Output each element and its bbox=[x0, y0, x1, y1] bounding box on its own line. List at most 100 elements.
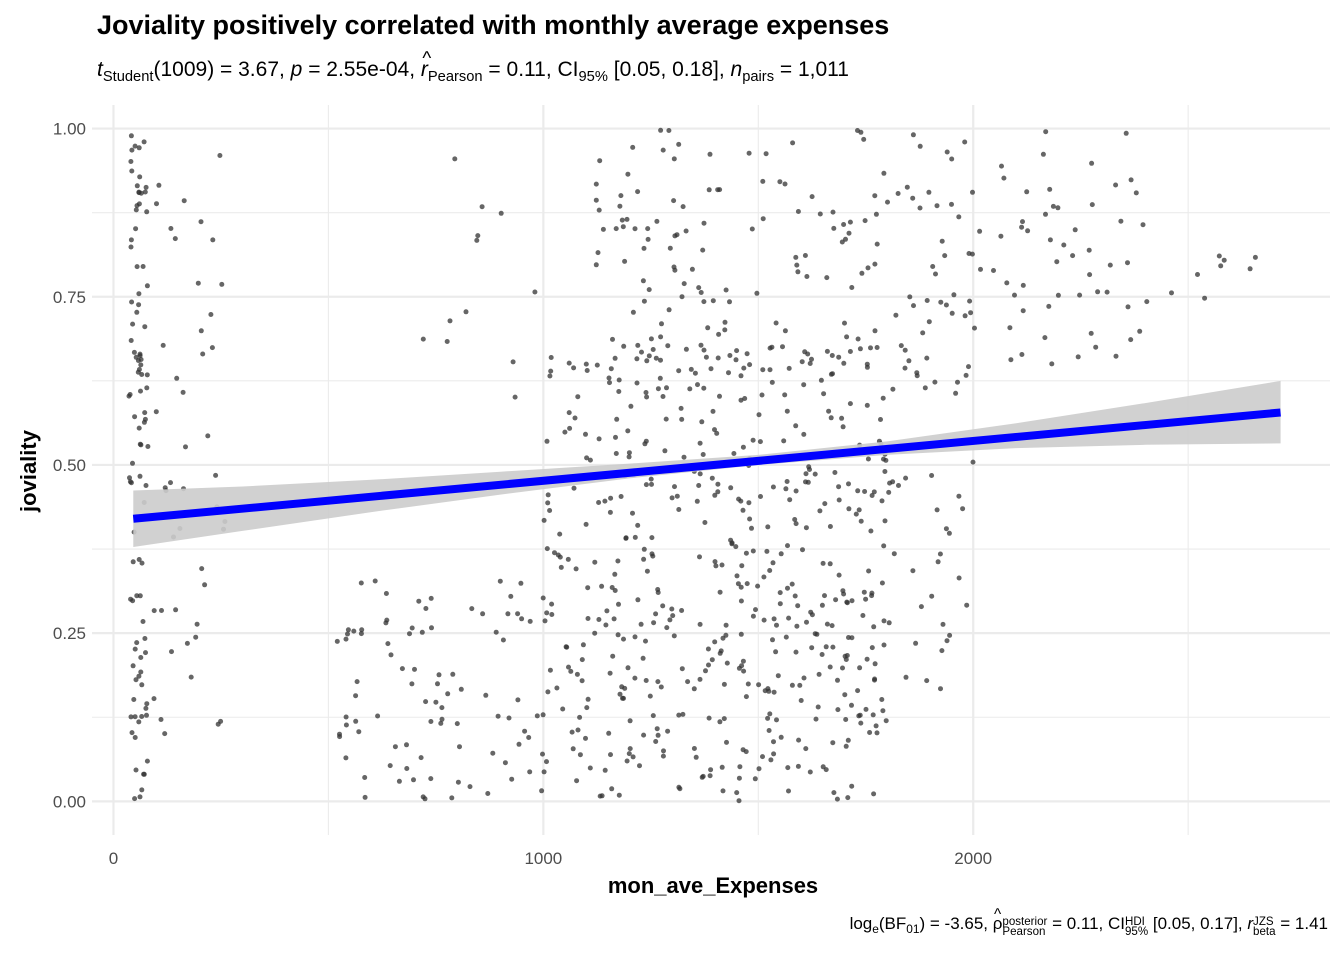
scatter-point bbox=[490, 750, 496, 756]
scatter-point bbox=[703, 668, 708, 674]
scatter-point bbox=[859, 270, 865, 276]
scatter-point bbox=[449, 795, 455, 801]
scatter-point bbox=[697, 471, 703, 477]
scatter-point bbox=[1025, 228, 1031, 234]
scatter-point bbox=[412, 666, 417, 672]
scatter-point bbox=[622, 685, 628, 691]
scatter-point bbox=[793, 254, 799, 260]
scatter-point bbox=[597, 158, 603, 164]
scatter-point bbox=[404, 742, 409, 748]
scatter-point bbox=[134, 640, 140, 646]
scatter-point bbox=[665, 343, 671, 349]
scatter-point bbox=[805, 351, 811, 357]
scatter-point bbox=[789, 581, 795, 587]
scatter-point bbox=[962, 139, 968, 145]
scatter-point bbox=[796, 737, 802, 743]
scatter-point bbox=[606, 375, 612, 381]
scatter-point bbox=[771, 739, 776, 745]
scatter-point bbox=[812, 631, 818, 637]
scatter-point bbox=[1012, 292, 1017, 298]
scatter-point bbox=[708, 767, 714, 773]
scatter-point bbox=[717, 187, 723, 193]
scatter-point bbox=[783, 486, 789, 492]
scatter-point bbox=[630, 510, 635, 516]
scatter-point bbox=[648, 476, 654, 482]
scatter-point bbox=[777, 601, 783, 607]
scatter-point bbox=[142, 636, 148, 641]
scatter-point bbox=[144, 712, 149, 718]
scatter-point bbox=[144, 372, 150, 378]
scatter-point bbox=[739, 663, 745, 669]
scatter-point bbox=[1118, 218, 1124, 224]
scatter-point bbox=[544, 759, 549, 765]
scatter-point bbox=[834, 796, 840, 802]
scatter-point bbox=[721, 716, 727, 722]
scatter-point bbox=[1075, 354, 1081, 360]
scatter-point bbox=[773, 649, 779, 655]
scatter-point bbox=[193, 634, 199, 640]
scatter-point bbox=[138, 190, 144, 196]
scatter-point bbox=[548, 368, 554, 374]
scatter-point bbox=[571, 485, 577, 491]
scatter-point bbox=[681, 454, 687, 460]
scatter-point bbox=[689, 266, 695, 272]
scatter-point bbox=[784, 408, 790, 414]
scatter-point bbox=[696, 483, 702, 488]
scatter-point bbox=[683, 228, 689, 234]
scatter-point bbox=[669, 606, 675, 612]
scatter-point bbox=[506, 715, 512, 721]
scatter-point bbox=[761, 617, 767, 623]
scatter-point bbox=[452, 156, 458, 162]
scatter-point bbox=[616, 389, 622, 394]
scatter-point bbox=[658, 357, 663, 363]
scatter-point bbox=[587, 457, 593, 463]
scatter-point bbox=[1195, 272, 1200, 277]
scatter-point bbox=[750, 437, 756, 443]
scatter-point bbox=[651, 620, 657, 626]
scatter-point bbox=[632, 634, 638, 640]
scatter-point bbox=[895, 191, 901, 196]
scatter-point bbox=[383, 620, 389, 626]
scatter-point bbox=[738, 584, 744, 590]
scatter-point bbox=[735, 581, 741, 587]
scatter-point bbox=[712, 559, 718, 565]
scatter-point bbox=[902, 365, 908, 371]
scatter-point bbox=[723, 632, 729, 638]
scatter-point bbox=[771, 616, 777, 622]
scatter-point bbox=[712, 427, 717, 433]
scatter-point bbox=[760, 178, 766, 184]
scatter-point bbox=[505, 611, 511, 617]
scatter-point bbox=[865, 456, 871, 462]
scatter-point bbox=[809, 612, 815, 618]
scatter-point bbox=[907, 294, 913, 300]
scatter-point bbox=[658, 127, 664, 133]
scatter-point bbox=[847, 349, 853, 354]
scatter-point bbox=[539, 788, 545, 794]
scatter-point bbox=[609, 585, 615, 590]
scatter-point bbox=[830, 740, 836, 746]
scatter-point bbox=[914, 373, 920, 379]
scatter-point bbox=[613, 434, 618, 440]
scatter-point bbox=[362, 794, 368, 800]
scatter-point bbox=[444, 339, 450, 344]
scatter-point bbox=[719, 562, 725, 568]
scatter-point bbox=[881, 543, 887, 549]
scatter-point bbox=[160, 342, 166, 348]
scatter-point bbox=[409, 681, 415, 687]
scatter-point bbox=[1040, 151, 1046, 157]
scatter-point bbox=[134, 264, 140, 270]
scatter-point bbox=[878, 417, 883, 422]
scatter-point bbox=[708, 366, 714, 372]
scatter-point bbox=[794, 262, 800, 268]
scatter-point bbox=[659, 321, 664, 327]
scatter-point bbox=[817, 211, 823, 217]
scatter-point bbox=[783, 634, 789, 640]
scatter-point bbox=[829, 623, 835, 629]
scatter-point bbox=[455, 779, 461, 785]
scatter-point bbox=[603, 622, 609, 628]
scatter-point bbox=[137, 794, 143, 800]
scatter-point bbox=[756, 682, 762, 688]
scatter-point bbox=[1218, 263, 1224, 269]
scatter-point bbox=[830, 209, 836, 215]
